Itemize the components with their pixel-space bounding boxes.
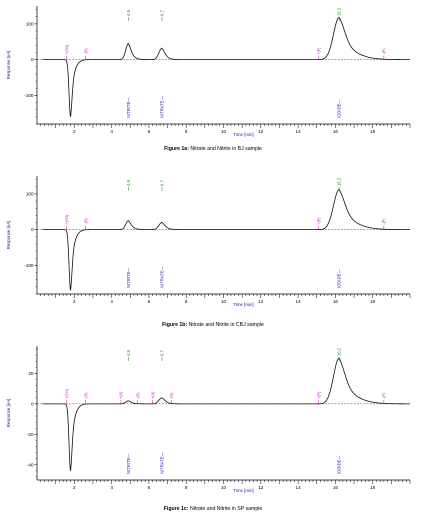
caption-1b-bold: Figure 1b: — [162, 322, 188, 328]
x-tick-label: 14 — [296, 485, 302, 490]
y-axis-label: Response [nA] — [6, 221, 11, 250]
event-marker-label: -(S) — [136, 392, 140, 399]
retention-time-label: 6.7 — [159, 180, 164, 186]
y-axis-label: Response [nA] — [6, 399, 11, 428]
x-tick-label: 6 — [148, 485, 151, 490]
retention-time-label: 6.7 — [159, 350, 164, 356]
event-marker-label: -(S) — [84, 48, 88, 55]
event-marker-label: +(F) — [317, 391, 321, 399]
x-tick-label: 8 — [185, 485, 188, 490]
x-tick-label: 10 — [221, 485, 227, 490]
event-marker-label: +(F) — [317, 47, 321, 55]
peak-name-label: NITRITE— — [126, 267, 131, 288]
caption-1a: Figure 1a: Nitrate and Nitrite in BJ sam… — [0, 146, 426, 152]
y-tick-label: 0 — [31, 57, 34, 62]
event-marker-label: +(TO) — [65, 214, 69, 225]
y-tick-label: -20 — [27, 432, 34, 437]
x-tick-label: 4 — [110, 299, 113, 304]
event-marker-label: -(S) — [170, 392, 174, 399]
event-marker-label: +(S) — [151, 391, 155, 399]
chromatogram-trace — [42, 357, 410, 471]
peak-name-label: NITRATE— — [159, 265, 164, 288]
y-tick-label: 0 — [31, 227, 34, 232]
x-tick-label: 12 — [258, 129, 264, 134]
y-tick-label: -40 — [27, 462, 34, 467]
chromatogram-1b: 100 0 -100 Response [nA] 2 4 6 8 10 12 14 16 18 Time … — [6, 176, 411, 307]
x-tick-label: 2 — [73, 299, 76, 304]
event-marker-label: +(S) — [119, 391, 123, 399]
y-axis-label: Response [nA] — [6, 51, 11, 80]
x-tick-label: 18 — [370, 299, 376, 304]
peak-name-label: IODIDE— — [337, 455, 342, 474]
event-marker-label: -(F) — [382, 48, 386, 55]
y-tick-label: 0 — [31, 401, 34, 406]
caption-1c-text: Nitrate and Nitrite in SP sample — [188, 506, 263, 512]
x-tick-label: 14 — [296, 129, 302, 134]
peak-name-label: NITRATE— — [159, 95, 164, 118]
retention-time-label: 4.9 — [126, 180, 131, 186]
x-axis-label: Time [min] — [233, 302, 253, 307]
x-tick-label: 4 — [110, 485, 113, 490]
peak-name-label: IODIDE— — [337, 99, 342, 118]
caption-1b-text: Nitrate and Nitrite in CBJ sample — [187, 322, 264, 328]
y-tick-label: 100 — [26, 191, 34, 196]
chart-panel-1c: 20 0 -20 -40 Response [nA] 2 4 6 8 10 12 14 16 18 Time… — [0, 340, 426, 505]
x-axis-label: Time [min] — [233, 132, 253, 137]
peak-name-label: NITRITE— — [126, 97, 131, 118]
peak-name-label: NITRITE— — [126, 453, 131, 474]
x-tick-label: 16 — [333, 129, 339, 134]
chromatogram-1a: 100 0 -100 Response [nA] 2 4 6 8 10 12 14 16 18 Time … — [6, 6, 411, 137]
y-tick-label: -100 — [24, 93, 34, 98]
retention-time-label: 16.2 — [337, 347, 342, 356]
x-tick-label: 10 — [221, 299, 227, 304]
peak-name-label: NITRATE— — [159, 451, 164, 474]
x-tick-label: 18 — [370, 485, 376, 490]
x-tick-label: 4 — [110, 129, 113, 134]
x-tick-label: 8 — [185, 129, 188, 134]
chromatogram-trace — [42, 189, 411, 291]
x-tick-label: 12 — [258, 299, 264, 304]
chart-panel-1a: 100 0 -100 Response [nA] 2 4 6 8 10 12 14 16 18 Time … — [0, 0, 426, 155]
x-tick-label: 12 — [258, 485, 264, 490]
event-marker-label: +(TO) — [65, 44, 69, 55]
x-tick-label: 6 — [148, 129, 151, 134]
event-marker-label: -(S) — [84, 392, 88, 399]
x-tick-label: 10 — [221, 129, 227, 134]
caption-1c: Figure 1c: Nitrate and Nitrite in SP sam… — [0, 506, 426, 512]
peak-name-label: IODIDE— — [337, 269, 342, 288]
event-marker-label: -(F) — [382, 392, 386, 399]
caption-1c-bold: Figure 1c: — [163, 506, 189, 512]
caption-1b: Figure 1b: Nitrate and Nitrite in CBJ sa… — [0, 322, 426, 328]
event-marker-label: +(TO) — [65, 388, 69, 399]
x-tick-label: 8 — [185, 299, 188, 304]
event-marker-label: -(F) — [382, 218, 386, 225]
y-tick-label: -100 — [24, 263, 34, 268]
x-tick-label: 2 — [73, 129, 76, 134]
y-tick-label: 20 — [28, 371, 34, 376]
retention-time-label: 4.9 — [126, 10, 131, 16]
event-marker-label: +(F) — [317, 217, 321, 225]
chart-panel-1b: 100 0 -100 Response [nA] 2 4 6 8 10 12 14 16 18 Time … — [0, 170, 426, 325]
chromatogram-trace — [42, 16, 410, 117]
x-tick-label: 18 — [370, 129, 376, 134]
x-tick-label: 16 — [333, 485, 339, 490]
caption-1a-bold: Figure 1a: — [164, 146, 189, 152]
retention-time-label: 6.7 — [159, 10, 164, 16]
event-marker-label: -(S) — [84, 218, 88, 225]
retention-time-label: 4.9 — [126, 350, 131, 356]
x-tick-label: 14 — [296, 299, 302, 304]
chromatogram-1c: 20 0 -20 -40 Response [nA] 2 4 6 8 10 12 14 16 18 Time… — [6, 346, 411, 493]
retention-time-label: 16.2 — [337, 7, 342, 16]
x-tick-label: 2 — [73, 485, 76, 490]
x-axis-label: Time [min] — [233, 488, 253, 493]
y-tick-label: 100 — [26, 21, 34, 26]
caption-1a-text: Nitrate and Nitrite in BJ sample — [188, 146, 262, 152]
retention-time-label: 16.2 — [337, 177, 342, 186]
x-tick-label: 6 — [148, 299, 151, 304]
x-tick-label: 16 — [333, 299, 339, 304]
